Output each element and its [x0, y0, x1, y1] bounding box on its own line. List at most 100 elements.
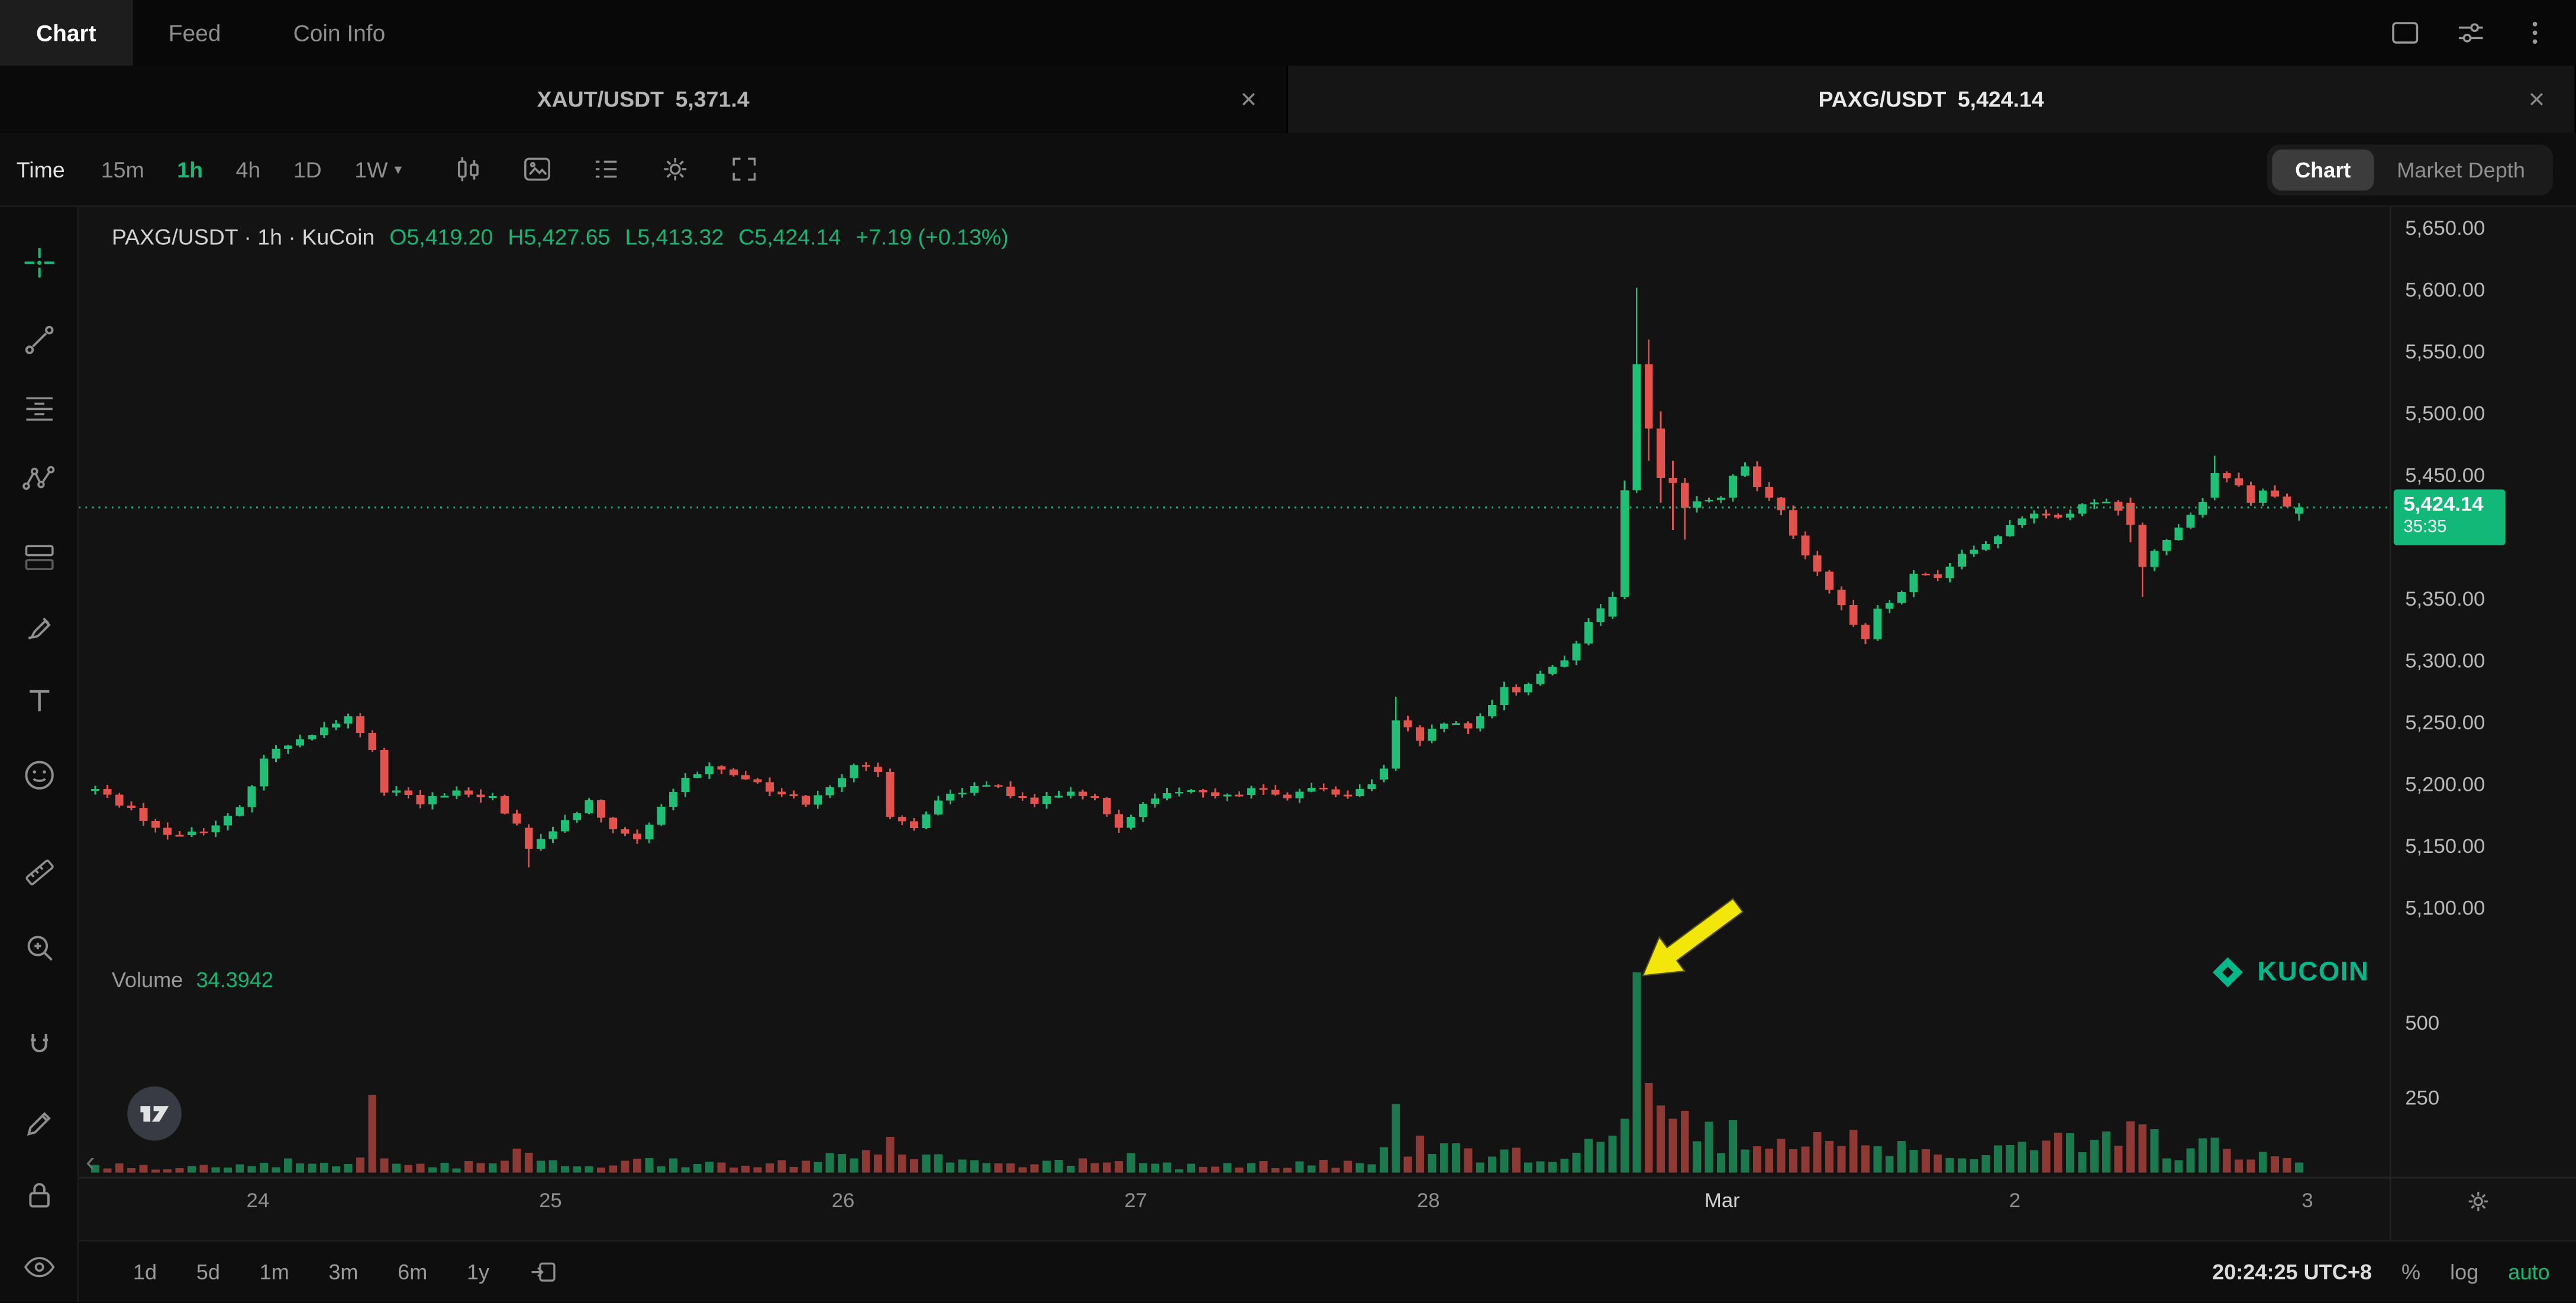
volume-bar [560, 1166, 569, 1173]
market-depth-button[interactable]: Market Depth [2374, 148, 2548, 189]
time-axis-label: 28 [1417, 1189, 1440, 1212]
clock[interactable]: 20:24:25 UTC+8 [2212, 1259, 2372, 1285]
volume-bar [1909, 1150, 1918, 1173]
legend-low: L5,413.32 [625, 225, 724, 250]
volume-bar [1090, 1163, 1099, 1173]
price-axis-label: 5,250.00 [2405, 712, 2485, 734]
candle [1837, 589, 1846, 605]
brush-icon[interactable] [21, 609, 57, 645]
time-axis-label: 24 [247, 1189, 270, 1212]
volume-bar [356, 1157, 364, 1173]
candle [2054, 515, 2062, 518]
candle [1572, 643, 1581, 661]
axis-settings-gear-icon[interactable] [2464, 1188, 2492, 1224]
time-label: Time [16, 157, 65, 182]
volume-bar [187, 1166, 196, 1173]
chart-toolbar: Time 15m 1h 4h 1D 1W ▾ Cha [0, 132, 2576, 207]
magnet-icon[interactable] [21, 1028, 57, 1064]
chart-type-icon[interactable] [451, 153, 485, 186]
candle [1897, 592, 1906, 603]
crosshair-tool-icon[interactable] [21, 245, 57, 281]
volume-bar [1403, 1156, 1412, 1173]
volume-bar [1006, 1163, 1015, 1173]
price-axis[interactable]: 5,650.00 5,600.00 5,550.00 5,500.00 5,450.00… [2405, 217, 2485, 1109]
candle [1343, 794, 1352, 797]
candle [753, 779, 762, 783]
measure-ruler-icon[interactable] [21, 854, 57, 890]
candle [1090, 796, 1099, 798]
candle [440, 796, 449, 798]
volume-bar [1211, 1166, 1219, 1173]
hide-drawings-icon[interactable] [21, 1248, 57, 1284]
price-chart[interactable]: 5,650.00 5,600.00 5,550.00 5,500.00 5,450.00… [79, 206, 2576, 1240]
timeframe-15m[interactable]: 15m [85, 147, 160, 192]
chart-view-button[interactable]: Chart [2272, 148, 2374, 190]
fib-retracement-icon[interactable] [21, 391, 57, 427]
snapshot-icon[interactable] [520, 153, 553, 186]
percent-scale-button[interactable]: % [2401, 1259, 2421, 1285]
settings-gear-icon[interactable] [658, 153, 691, 186]
axis-separators [79, 206, 2576, 1240]
candle [1668, 478, 1677, 483]
volume-bar [272, 1167, 280, 1173]
volume-bar [1777, 1139, 1786, 1173]
tab-coin-info[interactable]: Coin Info [293, 20, 386, 46]
volume-bar [1319, 1160, 1328, 1173]
go-to-date-icon[interactable] [527, 1256, 559, 1288]
volume-spike-arrow-annotation [1642, 897, 1744, 977]
range-1m-button[interactable]: 1m [248, 1253, 301, 1291]
volume-bar [2283, 1158, 2291, 1173]
drawing-pencil-icon[interactable] [21, 1105, 57, 1142]
volume-bar [693, 1163, 702, 1173]
tab-feed[interactable]: Feed [168, 20, 221, 46]
zoom-in-icon[interactable] [21, 930, 57, 966]
candle [958, 793, 967, 795]
range-3m-button[interactable]: 3m [317, 1253, 370, 1291]
collapse-sidebar-chevron[interactable]: ‹ [85, 1146, 95, 1178]
time-axis[interactable]: 24 25 26 27 28 Mar 2 3 [247, 1189, 2313, 1212]
close-tab-icon[interactable]: × [1240, 83, 1257, 115]
volume-bar [1861, 1145, 1870, 1173]
candle [789, 794, 798, 796]
tune-icon[interactable] [2455, 17, 2488, 50]
timeframe-1d[interactable]: 1D [277, 147, 338, 192]
kucoin-logo-icon [2212, 957, 2243, 988]
volume-bar [898, 1154, 906, 1173]
position-tool-icon[interactable] [21, 539, 57, 575]
candle [2017, 518, 2026, 525]
more-menu-icon[interactable] [2520, 18, 2550, 48]
close-tab-icon[interactable]: × [2528, 83, 2545, 115]
range-5d-button[interactable]: 5d [185, 1253, 231, 1291]
range-1y-button[interactable]: 1y [456, 1253, 501, 1291]
emoji-icon[interactable] [21, 757, 57, 793]
volume-bar [1644, 1083, 1653, 1173]
text-tool-icon[interactable] [21, 683, 57, 719]
tab-chart[interactable]: Chart [0, 0, 133, 66]
volume-bar [1897, 1141, 1906, 1173]
candle [1596, 608, 1605, 623]
candle [633, 833, 641, 840]
auto-scale-button[interactable]: auto [2508, 1259, 2550, 1285]
popup-window-icon[interactable] [2388, 17, 2422, 50]
candle [705, 766, 714, 774]
candle [224, 816, 232, 826]
range-1d-button[interactable]: 1d [121, 1253, 168, 1291]
indicators-icon[interactable] [589, 153, 622, 186]
log-scale-button[interactable]: log [2450, 1259, 2479, 1285]
timeframe-1h[interactable]: 1h [160, 147, 219, 192]
fullscreen-icon[interactable] [727, 153, 760, 186]
trend-line-icon[interactable] [21, 322, 57, 358]
timeframe-4h[interactable]: 4h [219, 147, 277, 192]
xabcd-pattern-icon[interactable] [21, 461, 57, 497]
candle [1813, 555, 1822, 572]
candle [777, 791, 786, 795]
range-6m-button[interactable]: 6m [386, 1253, 439, 1291]
tradingview-logo[interactable] [125, 1084, 184, 1143]
volume-bar [1548, 1162, 1557, 1173]
candle [1705, 499, 1713, 502]
timeframe-1w-dropdown[interactable]: 1W ▾ [338, 147, 418, 192]
lock-all-icon[interactable] [21, 1178, 57, 1214]
candle [1741, 466, 1749, 476]
symbol-tab-paxg[interactable]: PAXG/USDT 5,424.14 × [1288, 66, 2576, 133]
symbol-tab-xaut[interactable]: XAUT/USDT 5,371.4 × [0, 66, 1289, 133]
